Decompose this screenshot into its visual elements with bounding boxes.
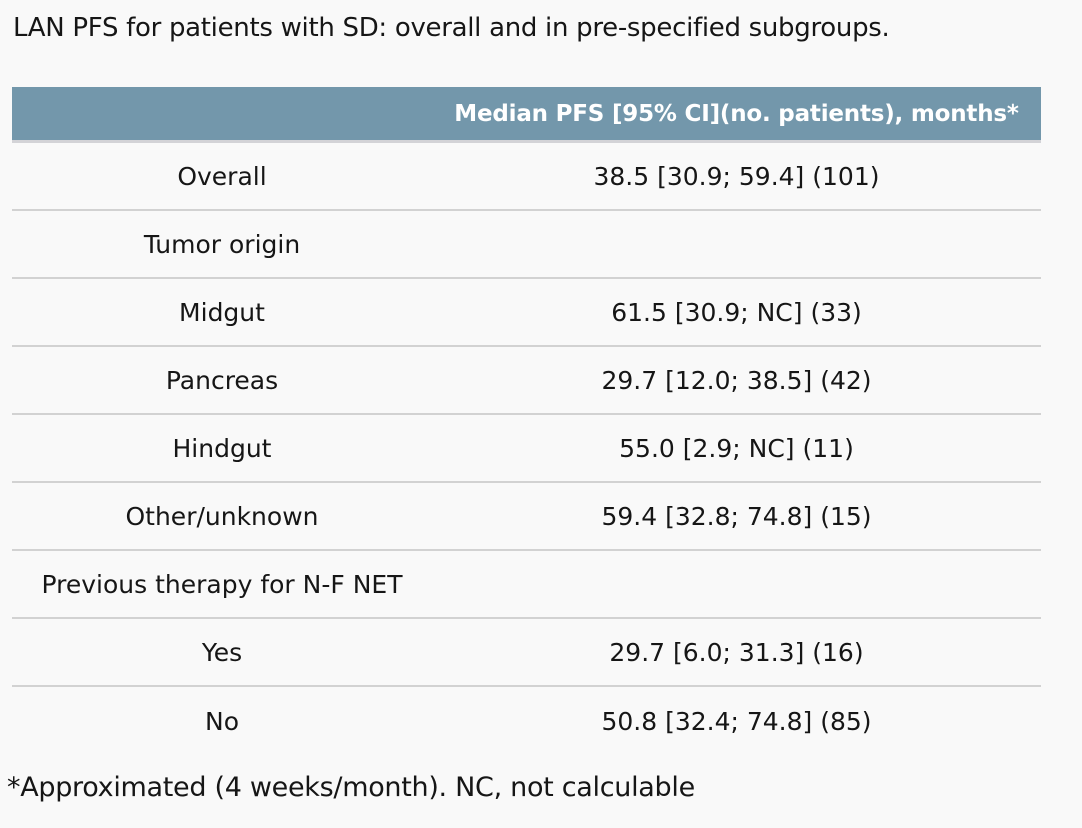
table-group-row: Previous therapy for N-F NET [12, 551, 1041, 619]
row-value: 59.4 [32.8; 74.8] (15) [601, 501, 872, 531]
row-value: 61.5 [30.9; NC] (33) [611, 297, 862, 327]
table-row: Pancreas 29.7 [12.0; 38.5] (42) [12, 347, 1041, 415]
table-row: Overall 38.5 [30.9; 59.4] (101) [12, 143, 1041, 211]
table-row: Midgut 61.5 [30.9; NC] (33) [12, 279, 1041, 347]
row-label: Previous therapy for N-F NET [41, 569, 403, 599]
row-label: Yes [201, 637, 243, 667]
row-label: Pancreas [165, 365, 279, 395]
row-label: Overall [177, 161, 267, 191]
row-label: Other/unknown [125, 501, 319, 531]
row-value: 38.5 [30.9; 59.4] (101) [593, 161, 880, 191]
pfs-table: Median PFS [95% CI](no. patients), month… [12, 87, 1041, 755]
table-row: Hindgut 55.0 [2.9; NC] (11) [12, 415, 1041, 483]
row-label: No [205, 706, 239, 736]
row-label: Tumor origin [143, 229, 301, 259]
table-header-row: Median PFS [95% CI](no. patients), month… [12, 87, 1041, 143]
footnote: *Approximated (4 weeks/month). NC, not c… [7, 772, 695, 803]
table-row: No 50.8 [32.4; 74.8] (85) [12, 687, 1041, 755]
table-group-row: Tumor origin [12, 211, 1041, 279]
row-value: 29.7 [12.0; 38.5] (42) [601, 365, 872, 395]
row-value: 50.8 [32.4; 74.8] (85) [601, 706, 872, 736]
row-label: Hindgut [172, 433, 272, 463]
table-body: Overall 38.5 [30.9; 59.4] (101) Tumor orig… [12, 143, 1041, 755]
table-row: Other/unknown 59.4 [32.8; 74.8] (15) [12, 483, 1041, 551]
row-label: Midgut [179, 297, 265, 327]
table-row: Yes 29.7 [6.0; 31.3] (16) [12, 619, 1041, 687]
row-value: 29.7 [6.0; 31.3] (16) [609, 637, 864, 667]
table-caption: LAN PFS for patients with SD: overall an… [13, 13, 890, 43]
row-value: 55.0 [2.9; NC] (11) [619, 433, 854, 463]
header-value-cell: Median PFS [95% CI](no. patients), month… [454, 100, 1019, 127]
